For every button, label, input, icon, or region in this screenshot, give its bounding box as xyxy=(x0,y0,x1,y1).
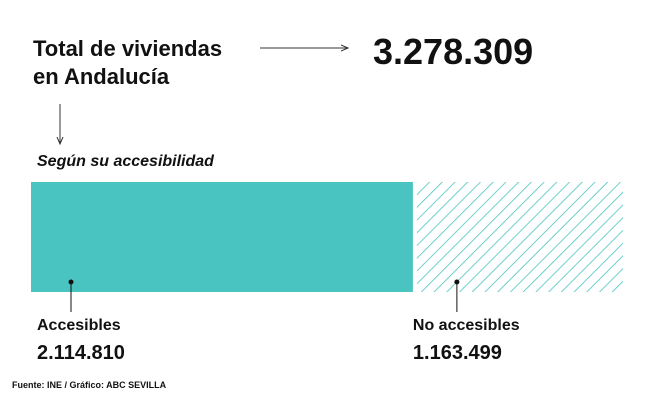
legend-label: No accesibles xyxy=(413,317,520,334)
bar-segment xyxy=(416,182,623,292)
title-line: en Andalucía xyxy=(33,64,170,89)
bar-segment xyxy=(31,182,413,292)
total-value: 3.278.309 xyxy=(373,31,533,72)
leader-dot xyxy=(68,279,74,285)
title-line: Total de viviendas xyxy=(33,36,222,61)
value-label: 2.114.810 xyxy=(37,342,125,364)
value-label: 1.163.499 xyxy=(413,342,502,364)
subtitle: Según su accesibilidad xyxy=(37,153,215,170)
legend-label: Accesibles xyxy=(37,317,121,334)
leader-dot xyxy=(454,279,460,285)
source: Fuente: INE / Gráfico: ABC SEVILLA xyxy=(12,380,167,390)
